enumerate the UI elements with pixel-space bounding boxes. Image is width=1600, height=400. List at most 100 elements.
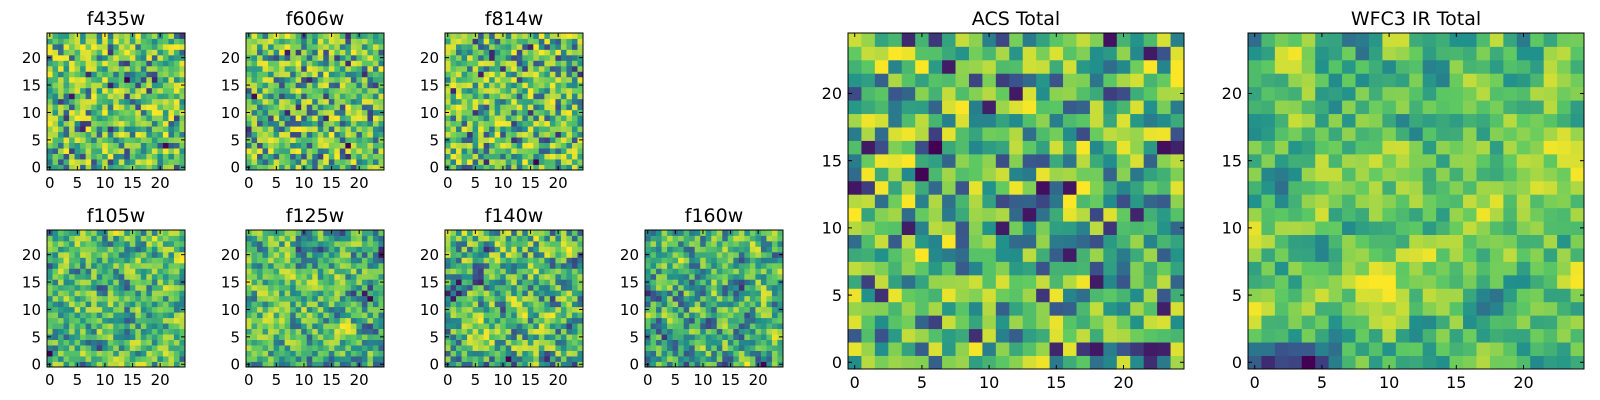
heatmap-cell	[279, 137, 286, 143]
heatmap-cell	[533, 109, 540, 116]
heatmap-cell	[102, 273, 109, 280]
heatmap-cell	[744, 334, 751, 340]
heatmap-cell	[91, 142, 98, 149]
heatmap-cell	[323, 268, 330, 275]
heatmap-cell	[290, 273, 297, 280]
heatmap-cell	[527, 76, 534, 83]
heatmap-cell	[157, 153, 164, 160]
heatmap-cell	[667, 334, 673, 340]
heatmap-cell	[129, 240, 136, 247]
heatmap-cell	[555, 273, 562, 280]
heatmap-cell	[544, 98, 551, 105]
heatmap-cell	[273, 49, 280, 56]
heatmap-cell	[733, 246, 740, 253]
heatmap-cell	[1143, 234, 1158, 249]
heatmap-cell	[74, 82, 81, 89]
heatmap-cell	[549, 356, 556, 362]
heatmap-cell	[157, 142, 164, 149]
heatmap-cell	[566, 339, 573, 346]
heatmap-cell	[301, 93, 308, 100]
heatmap-cell	[450, 120, 457, 127]
heatmap-cell	[694, 323, 701, 330]
heatmap-cell	[494, 82, 501, 89]
heatmap-cell	[107, 230, 114, 236]
heatmap-cell	[96, 131, 103, 138]
heatmap-cell	[251, 273, 258, 280]
heatmap-cell	[350, 87, 357, 94]
heatmap-cell	[124, 295, 131, 302]
heatmap-cell	[367, 137, 374, 143]
heatmap-cell	[689, 334, 696, 340]
heatmap-cell	[107, 76, 114, 83]
heatmap-cell	[367, 49, 374, 56]
heatmap-cell	[450, 295, 457, 302]
heatmap-cell	[494, 76, 501, 83]
heatmap-cell	[113, 137, 120, 143]
heatmap-cell	[102, 306, 109, 313]
heatmap-cell	[522, 279, 529, 286]
heatmap-cell	[52, 87, 59, 94]
heatmap-cell	[955, 288, 970, 303]
heatmap-cell	[312, 235, 319, 242]
heatmap-cell	[1103, 234, 1118, 249]
heatmap-cell	[968, 342, 983, 356]
heatmap-cell	[461, 251, 468, 258]
heatmap-cell	[273, 290, 280, 297]
heatmap-cell	[257, 317, 263, 324]
heatmap-cell	[516, 38, 523, 45]
heatmap-cell	[124, 159, 131, 165]
heatmap-cell	[544, 153, 551, 160]
heatmap-cell	[461, 317, 468, 324]
heatmap-cell	[445, 262, 451, 269]
heatmap-cell	[85, 126, 92, 133]
heatmap-cell	[151, 87, 158, 94]
heatmap-cell	[146, 38, 153, 45]
heatmap-cell	[522, 33, 529, 39]
heatmap-cell	[129, 301, 136, 308]
heatmap-cell	[555, 350, 562, 357]
heatmap-cell	[339, 323, 346, 330]
heatmap-cell	[251, 87, 258, 94]
heatmap-cell	[107, 159, 114, 165]
heatmap-cell	[80, 33, 87, 39]
heatmap-cell	[500, 262, 507, 269]
heatmap-cell	[96, 235, 103, 242]
heatmap-cell	[505, 268, 512, 275]
heatmap-cell	[85, 345, 92, 351]
heatmap-cell	[727, 279, 734, 286]
heatmap-cell	[522, 93, 529, 100]
heatmap-cell	[301, 240, 308, 247]
heatmap-cell	[928, 248, 943, 262]
heatmap-cell	[527, 279, 534, 286]
heatmap-cell	[251, 104, 258, 111]
heatmap-cell	[118, 159, 125, 165]
heatmap-cell	[560, 87, 567, 94]
heatmap-cell	[135, 284, 142, 291]
heatmap-cell	[445, 339, 451, 346]
heatmap-cell	[157, 262, 164, 269]
heatmap-cell	[1103, 167, 1118, 182]
heatmap-cell	[566, 60, 573, 67]
heatmap-cell	[262, 262, 269, 269]
heatmap-cell	[284, 87, 291, 94]
heatmap-cell	[1089, 274, 1104, 289]
heatmap-cell	[290, 60, 297, 67]
heatmap-cell	[571, 290, 578, 297]
heatmap-cell	[955, 194, 970, 209]
heatmap-cell	[129, 43, 136, 50]
heatmap-cell	[500, 159, 507, 165]
heatmap-cell	[456, 65, 462, 72]
heatmap-cell	[928, 315, 943, 330]
x-tick-label: 5	[671, 371, 681, 389]
heatmap-cell	[74, 126, 81, 133]
heatmap-cell	[467, 361, 473, 368]
heatmap-cell	[560, 230, 567, 236]
heatmap-cell	[367, 142, 374, 149]
heatmap-cell	[700, 246, 707, 253]
heatmap-cell	[306, 295, 313, 302]
heatmap-cell	[179, 38, 186, 45]
heatmap-cell	[511, 115, 518, 122]
heatmap-cell	[777, 240, 784, 247]
heatmap-cell	[47, 98, 53, 105]
heatmap-cell	[96, 328, 103, 335]
